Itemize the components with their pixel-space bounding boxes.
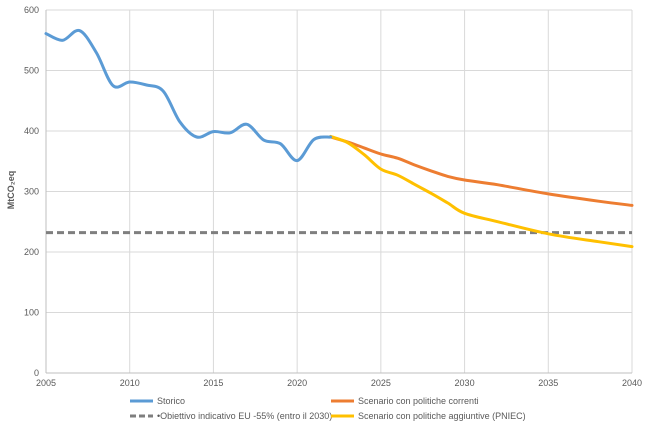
axes: 0 100 200 300 400 500 600 2005 2010 2015 2020 2025 2… — [24, 5, 642, 388]
x-tick-label: 2020 — [287, 378, 307, 388]
y-tick-label: 300 — [24, 187, 39, 197]
y-axis-label: MtCO₂eq — [6, 171, 16, 210]
y-tick-label: 0 — [34, 368, 39, 378]
y-tick-label: 100 — [24, 308, 39, 318]
y-tick-label: 200 — [24, 247, 39, 257]
x-tick-label: 2030 — [455, 378, 475, 388]
plot-area — [44, 28, 634, 249]
legend-label: Storico — [157, 396, 185, 406]
legend-label: •Obiettivo indicativo EU -55% (entro il … — [157, 411, 332, 421]
series-pniec — [329, 134, 634, 249]
series-storico — [44, 28, 333, 163]
y-tick-label: 500 — [24, 66, 39, 76]
legend-label: Scenario con politiche correnti — [358, 396, 479, 406]
x-tick-label: 2040 — [622, 378, 642, 388]
legend-label: Scenario con politiche aggiuntive (PNIEC… — [358, 411, 526, 421]
legend: Storico Scenario con politiche correnti •O… — [130, 396, 526, 421]
y-tick-label: 400 — [24, 126, 39, 136]
grid — [45, 9, 633, 374]
x-tick-label: 2010 — [120, 378, 140, 388]
x-tick-label: 2025 — [371, 378, 391, 388]
y-tick-label: 600 — [24, 5, 39, 15]
x-tick-label: 2035 — [538, 378, 558, 388]
x-tick-label: 2015 — [203, 378, 223, 388]
series-politiche-correnti — [329, 135, 634, 207]
x-tick-label: 2005 — [36, 378, 56, 388]
